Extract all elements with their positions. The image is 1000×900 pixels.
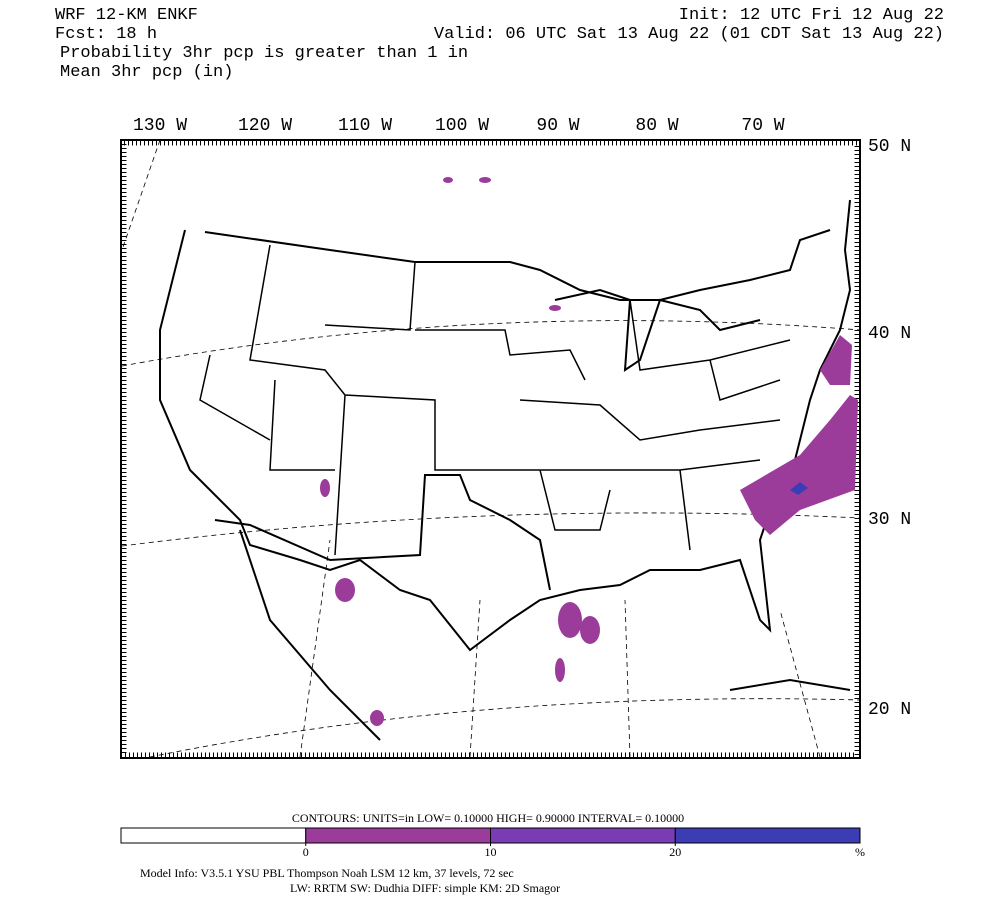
longitude-label: 120 W <box>238 116 292 136</box>
forecast-hour: Fcst: 18 h <box>55 25 157 44</box>
latitude-label: 20 N <box>868 700 911 720</box>
field-title: Probability 3hr pcp is greater than 1 in <box>60 44 468 63</box>
coastline <box>159 199 852 652</box>
colorbar-segment <box>305 827 491 844</box>
field-title: Mean 3hr pcp (in) <box>60 63 233 82</box>
longitude-label: 90 W <box>536 116 579 136</box>
border-mexico <box>214 474 551 591</box>
map <box>120 139 861 759</box>
colorbar-segment <box>120 827 307 844</box>
longitude-label: 80 W <box>635 116 678 136</box>
latitude-label: 50 N <box>868 137 911 157</box>
colorbar-tick-label: 10 <box>485 845 497 859</box>
longitude-label: 110 W <box>338 116 392 136</box>
latitude-label: 40 N <box>868 324 911 344</box>
map-border-ticks <box>121 140 860 758</box>
contour-info: CONTOURS: UNITS=in LOW= 0.10000 HIGH= 0.… <box>292 811 684 825</box>
colorbar-segment <box>490 827 676 844</box>
valid-time: Valid: 06 UTC Sat 13 Aug 22 (01 CDT Sat … <box>434 25 944 44</box>
longitude-label: 130 W <box>133 116 187 136</box>
latitude-label: 30 N <box>868 510 911 530</box>
cuba <box>729 678 851 691</box>
model-physics: LW: RRTM SW: Dudhia DIFF: simple KM: 2D … <box>290 881 560 895</box>
colorbar-unit: % <box>855 845 865 859</box>
init-time: Init: 12 UTC Fri 12 Aug 22 <box>679 6 944 25</box>
precip-shading <box>320 177 858 726</box>
longitude-label: 70 W <box>741 116 784 136</box>
great-lakes <box>554 288 761 372</box>
baja <box>239 529 381 741</box>
colorbar-tick-label: 0 <box>303 845 309 859</box>
longitude-label: 100 W <box>435 116 489 136</box>
colorbar-segment <box>674 827 861 844</box>
map-frame <box>120 139 861 759</box>
model-info: Model Info: V3.5.1 YSU PBL Thompson Noah… <box>140 866 514 880</box>
colorbar: 0 10 20% <box>120 827 865 859</box>
model-title: WRF 12-KM ENKF <box>55 6 198 25</box>
state-lines <box>199 244 791 556</box>
colorbar-tick-label: 20 <box>669 845 681 859</box>
graticule <box>121 139 861 758</box>
